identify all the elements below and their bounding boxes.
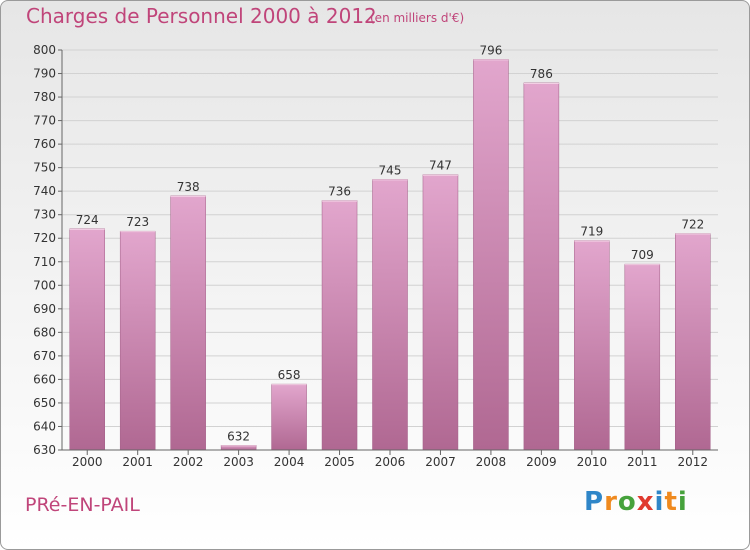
bar-2011 bbox=[624, 263, 661, 451]
value-label: 723 bbox=[126, 215, 149, 229]
value-label: 738 bbox=[177, 180, 200, 194]
logo-letter: i bbox=[677, 487, 688, 517]
x-tick-label: 2008 bbox=[476, 455, 507, 469]
bar-2009 bbox=[523, 82, 560, 451]
axes: 630 640 650 660 670 680 690 700 710 720 730 740 750 7… bbox=[33, 43, 718, 469]
x-tick-label: 2006 bbox=[375, 455, 406, 469]
commune-name: PRé-EN-PAIL bbox=[25, 494, 140, 516]
y-tick-label: 720 bbox=[33, 231, 56, 245]
x-tick-label: 2003 bbox=[223, 455, 254, 469]
logo-letter: t bbox=[664, 487, 678, 517]
bar-2001 bbox=[119, 230, 156, 451]
bar-2004 bbox=[271, 383, 307, 451]
y-tick-label: 690 bbox=[33, 302, 56, 316]
value-label: 745 bbox=[379, 163, 402, 177]
logo-letter: P bbox=[584, 487, 605, 517]
x-tick-label: 2011 bbox=[627, 455, 658, 469]
logo-letter: r bbox=[604, 487, 618, 517]
y-tick-label: 800 bbox=[33, 43, 56, 57]
bar-2005 bbox=[321, 200, 358, 451]
value-label: 722 bbox=[681, 218, 704, 232]
bar-2007 bbox=[422, 174, 459, 451]
y-tick-label: 650 bbox=[33, 396, 56, 410]
x-tick-label: 2007 bbox=[425, 455, 456, 469]
value-label: 747 bbox=[429, 159, 452, 173]
value-label: 632 bbox=[227, 429, 250, 443]
value-label: 786 bbox=[530, 67, 553, 81]
logo-letter: i bbox=[654, 487, 665, 517]
chart-title: Charges de Personnel 2000 à 2012 bbox=[26, 4, 377, 28]
x-tick-label: 2009 bbox=[526, 455, 557, 469]
y-tick-label: 740 bbox=[33, 184, 56, 198]
bar-2002 bbox=[170, 195, 206, 451]
y-tick-label: 780 bbox=[33, 90, 56, 104]
x-tick-label: 2012 bbox=[677, 455, 708, 469]
bar-2000 bbox=[69, 228, 105, 451]
y-tick-label: 760 bbox=[33, 137, 56, 151]
y-tick-label: 730 bbox=[33, 208, 56, 222]
y-tick-label: 710 bbox=[33, 255, 56, 269]
chart-subtitle: (en milliers d'€) bbox=[370, 11, 465, 25]
y-tick-label: 630 bbox=[33, 443, 56, 457]
bar-2010 bbox=[574, 240, 610, 451]
value-label: 736 bbox=[328, 185, 351, 199]
y-tick-label: 640 bbox=[33, 419, 56, 433]
x-tick-label: 2005 bbox=[324, 455, 355, 469]
value-label: 709 bbox=[631, 248, 654, 262]
x-tick-label: 2001 bbox=[122, 455, 153, 469]
y-tick-label: 790 bbox=[33, 67, 56, 81]
x-tick-label: 2004 bbox=[274, 455, 305, 469]
y-tick-label: 770 bbox=[33, 114, 56, 128]
logo-letter: x bbox=[636, 487, 655, 517]
bar-2012 bbox=[675, 233, 711, 451]
x-tick-label: 2002 bbox=[173, 455, 204, 469]
y-tick-label: 670 bbox=[33, 349, 56, 363]
logo-letter: o bbox=[617, 487, 637, 517]
bars: 724 723 738 632 658 736 745 747 796 786 719 709 722 bbox=[69, 43, 711, 451]
y-tick-label: 750 bbox=[33, 161, 56, 175]
value-label: 719 bbox=[580, 225, 603, 239]
x-tick-label: 2010 bbox=[577, 455, 608, 469]
bar-2008 bbox=[473, 59, 509, 451]
proxiti-logo[interactable]: Proxiti bbox=[584, 487, 688, 517]
y-tick-label: 660 bbox=[33, 372, 56, 386]
y-tick-label: 700 bbox=[33, 278, 56, 292]
value-label: 724 bbox=[76, 213, 99, 227]
value-label: 796 bbox=[479, 43, 502, 57]
x-tick-label: 2000 bbox=[72, 455, 103, 469]
bar-2006 bbox=[372, 179, 408, 451]
value-label: 658 bbox=[278, 368, 301, 382]
y-tick-label: 680 bbox=[33, 325, 56, 339]
